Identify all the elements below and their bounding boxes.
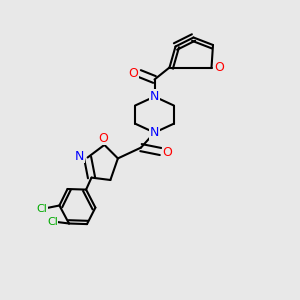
Text: Cl: Cl — [47, 217, 58, 227]
Text: Cl: Cl — [37, 203, 47, 214]
Text: O: O — [214, 61, 224, 74]
Text: N: N — [150, 126, 159, 139]
Text: O: O — [129, 67, 138, 80]
Text: N: N — [74, 149, 84, 163]
Text: O: O — [98, 131, 108, 145]
Text: O: O — [162, 146, 172, 160]
Text: N: N — [150, 90, 159, 103]
